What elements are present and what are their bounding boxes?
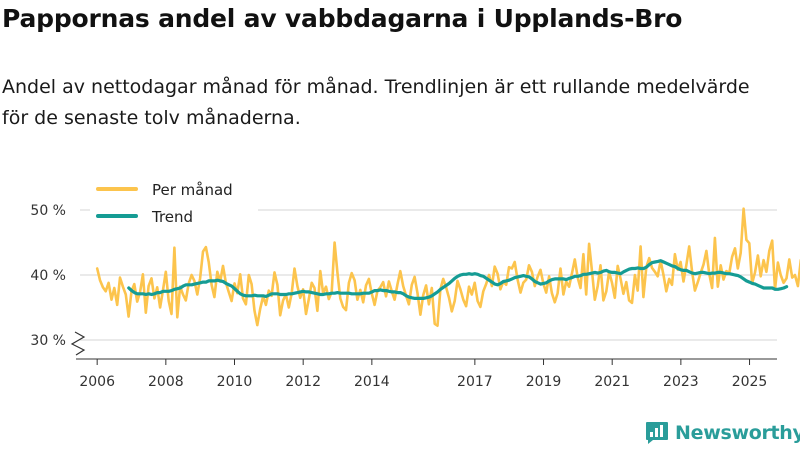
series-line-per-manad	[95, 207, 800, 328]
newsworthy-logo-icon	[646, 422, 668, 444]
x-tick-label-2008: 2008	[148, 374, 184, 390]
x-tick-label-2025: 2025	[732, 374, 768, 390]
x-tick-label-2012: 2012	[285, 374, 321, 390]
series-lines	[95, 207, 800, 328]
x-tick-label-2021: 2021	[594, 374, 630, 390]
x-tick-label-2006: 2006	[79, 374, 115, 390]
x-tick-label-2019: 2019	[526, 374, 562, 390]
legend: Per månad Trend	[90, 175, 258, 233]
chart-subtitle: Andel av nettodagar månad för månad. Tre…	[2, 76, 750, 129]
newsworthy-logo: Newsworthy	[644, 420, 800, 446]
y-tick-label-40: 40 %	[30, 268, 66, 284]
x-tick-label-2010: 2010	[217, 374, 253, 390]
x-axis: 2006 2008 2010 2012 2014 2017 2019 2021 2023 2025	[76, 358, 777, 390]
series-line-trend	[127, 259, 789, 300]
legend-label-per-manad: Per månad	[152, 181, 233, 199]
x-tick-label-2017: 2017	[457, 374, 493, 390]
x-tick-label-2023: 2023	[663, 374, 699, 390]
axis-break-icon	[70, 331, 86, 356]
x-tick-label-2014: 2014	[354, 374, 390, 390]
y-axis: 30 % 40 % 50 %	[30, 203, 86, 356]
y-tick-label-30: 30 %	[30, 333, 66, 349]
legend-label-trend: Trend	[151, 208, 193, 226]
y-tick-label-50: 50 %	[30, 203, 66, 219]
chart-title: Pappornas andel av vabbdagarna i Uppland…	[2, 4, 683, 33]
legend-background	[90, 175, 258, 233]
newsworthy-logo-text: Newsworthy	[675, 422, 800, 444]
